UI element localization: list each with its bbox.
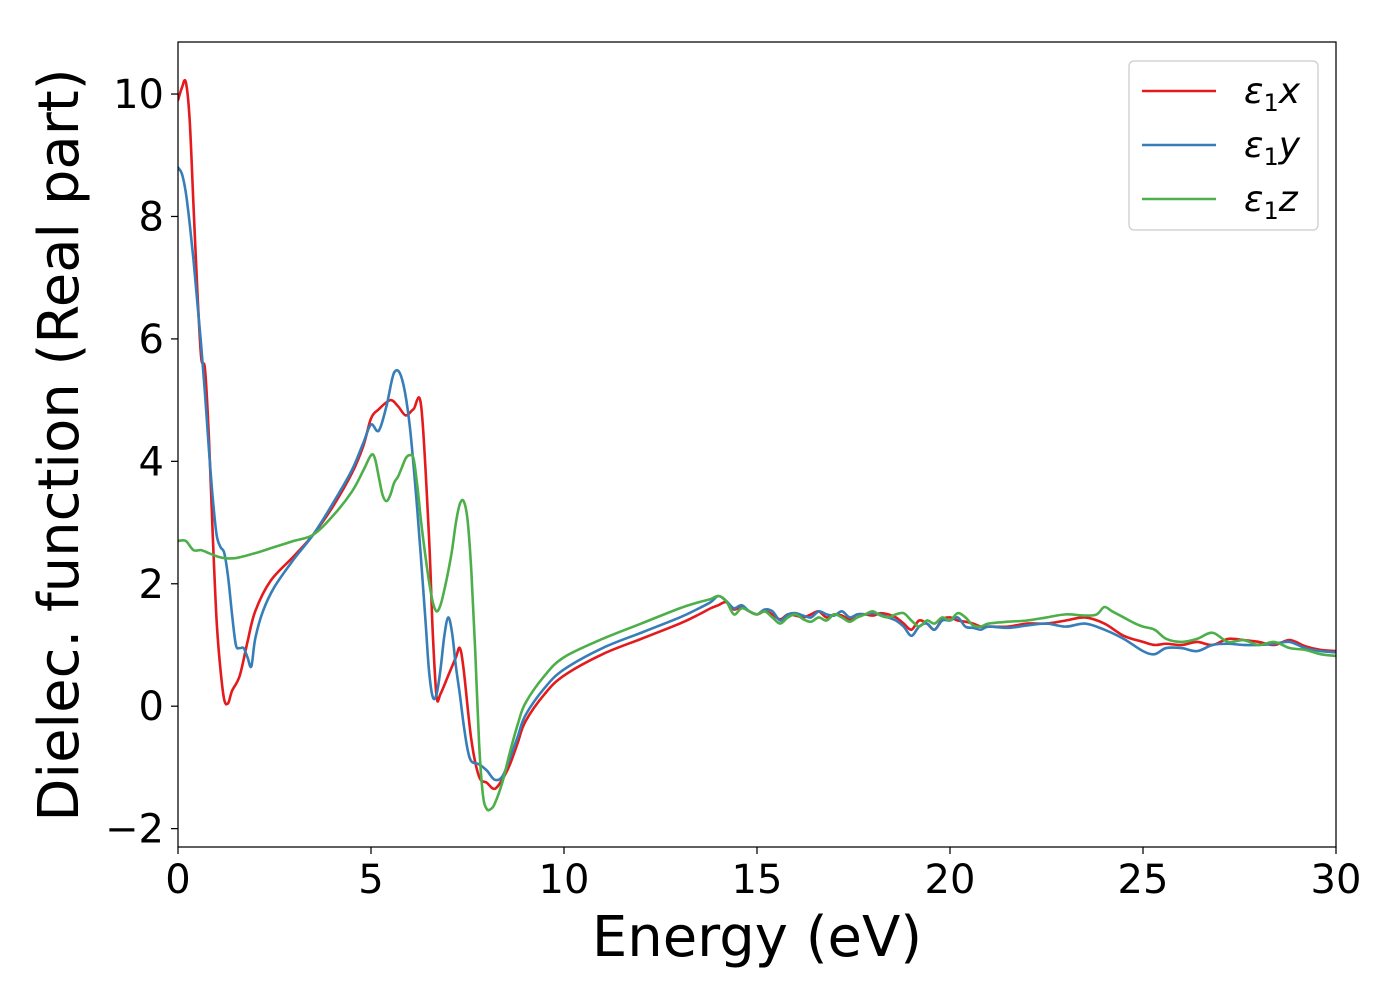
- legend-items: ε1x ε1y ε1z: [1142, 71, 1301, 225]
- y-tick-label: 10: [113, 72, 164, 118]
- x-axis-label: Energy (eV): [592, 905, 922, 970]
- x-tick-label: 10: [539, 857, 590, 903]
- y-tick-label: 0: [139, 684, 164, 730]
- legend-label: ε1y: [1244, 125, 1301, 171]
- x-tick-label: 30: [1311, 857, 1362, 903]
- series-lines: [178, 78, 1336, 812]
- y-tick-label: 4: [139, 439, 164, 485]
- y-tick-label: 8: [139, 194, 164, 240]
- x-tick-label: 0: [165, 857, 190, 903]
- y-axis-label: Dielec. function (Real part): [27, 68, 92, 821]
- y-tick-label: 6: [139, 317, 164, 363]
- legend-item-z: ε1z: [1142, 179, 1299, 225]
- legend-label: ε1x: [1244, 71, 1301, 117]
- y-tick-label: 2: [139, 562, 164, 608]
- y-tick-label: −2: [105, 807, 164, 853]
- legend-item-y: ε1y: [1142, 125, 1301, 171]
- legend-item-x: ε1x: [1142, 71, 1301, 117]
- series-line-y: [178, 166, 1336, 782]
- x-tick-label: 5: [358, 857, 383, 903]
- legend-label: ε1z: [1244, 179, 1299, 225]
- x-tick-label: 25: [1118, 857, 1169, 903]
- series-line-z: [178, 453, 1336, 812]
- legend-frame: [1128, 60, 1319, 231]
- x-tick-label: 20: [925, 857, 976, 903]
- y-axis: −2 0 2 4 6 8 10: [105, 72, 178, 853]
- legend: ε1x ε1y ε1z: [1128, 60, 1319, 231]
- x-tick-label: 15: [732, 857, 783, 903]
- x-axis: 0 5 10 15 20 25 30: [165, 847, 1361, 903]
